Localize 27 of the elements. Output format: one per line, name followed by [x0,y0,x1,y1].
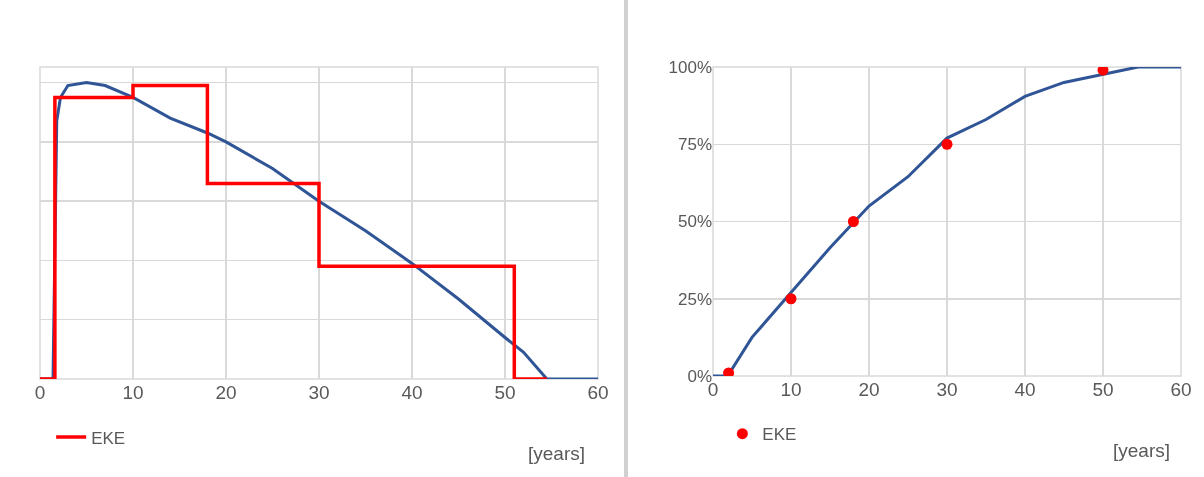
x-axis-title: [years] [1113,440,1171,461]
legend-label: EKE [91,428,126,448]
x-tick-label: 10 [122,382,144,403]
legend-label: EKE [762,425,797,445]
x-tick-label: 60 [1170,379,1192,400]
point [723,367,735,376]
x-tick-label: 60 [587,382,609,403]
y-tick-label: 100% [668,57,712,77]
x-tick-label: 0 [34,382,46,403]
x-tick-label: 30 [936,379,958,400]
y-tick-label: 75% [677,135,712,155]
point [847,216,859,227]
point [785,293,797,305]
x-tick-label: 50 [494,382,516,403]
point [941,138,953,150]
x-tick-label: 20 [858,379,880,400]
x-tick-label: 40 [401,382,423,403]
x-tick-label: 10 [780,379,802,400]
x-tick-label: 40 [1014,379,1036,400]
x-tick-label: 20 [215,382,237,403]
y-tick-label: 50% [677,212,712,232]
x-tick-label: 50 [1092,379,1114,400]
y-tick-label: 25% [677,289,712,309]
point [1097,67,1109,76]
line-series [713,67,1181,376]
x-axis-title: [years] [528,443,586,464]
x-tick-label: 30 [308,382,330,403]
